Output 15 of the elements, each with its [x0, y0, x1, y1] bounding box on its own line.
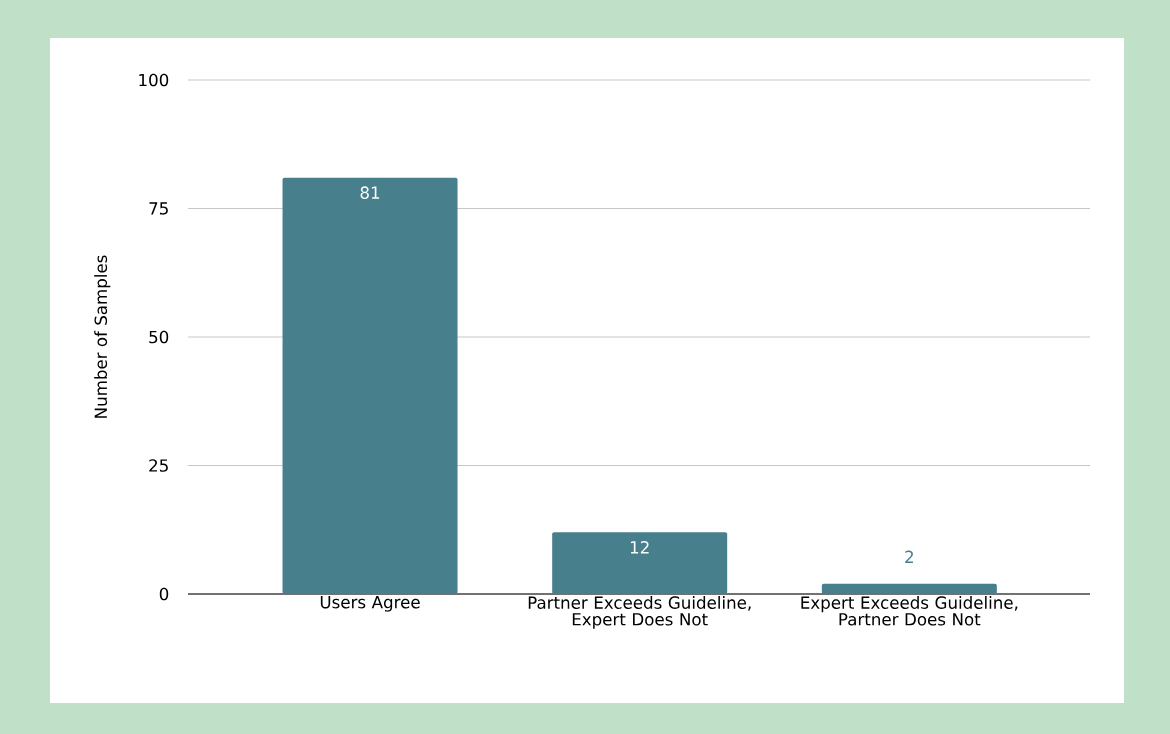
bar — [552, 532, 728, 594]
y-tick-label: 25 — [149, 459, 168, 472]
y-tick-label: 75 — [149, 202, 168, 215]
bar — [282, 177, 458, 594]
y-axis-title: Number of Samples — [94, 255, 111, 418]
y-tick-label: 0 — [159, 587, 169, 601]
data-label: 12 — [630, 541, 649, 554]
x-tick-label: Expert Exceeds Guideline, Partner Does Not — [801, 596, 1018, 626]
y-tick-label: 100 — [139, 73, 169, 87]
bar — [821, 583, 997, 594]
y-tick-label: 50 — [149, 330, 169, 344]
x-tick-label: Users Agree — [320, 596, 420, 612]
data-label: 81 — [360, 186, 380, 199]
data-label: 2 — [905, 550, 913, 563]
x-tick-label: Partner Exceeds Guideline, Expert Does Not — [528, 596, 751, 629]
